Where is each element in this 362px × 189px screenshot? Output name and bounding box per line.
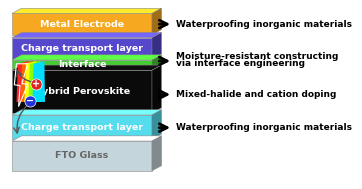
Polygon shape [152,136,161,171]
Text: via interface engineering: via interface engineering [176,59,305,68]
Polygon shape [32,61,45,102]
Polygon shape [28,61,41,102]
Polygon shape [12,65,161,70]
Polygon shape [152,8,161,35]
Polygon shape [12,115,152,139]
Polygon shape [12,110,161,115]
Text: +: + [32,79,40,89]
Text: −: − [26,96,34,106]
Polygon shape [12,8,161,13]
Text: Charge transport layer: Charge transport layer [21,44,143,53]
Text: Mixed-halide and cation doping: Mixed-halide and cation doping [176,90,336,99]
Polygon shape [20,61,33,102]
Polygon shape [12,13,152,35]
Text: FTO Glass: FTO Glass [55,151,109,160]
Polygon shape [12,60,152,69]
Text: Moisture-resistant constructing: Moisture-resistant constructing [176,52,338,61]
Polygon shape [12,70,152,113]
Text: Waterproofing inorganic materials: Waterproofing inorganic materials [176,20,352,29]
Text: Interface: Interface [58,60,106,69]
Polygon shape [152,55,161,69]
Polygon shape [16,61,29,102]
Polygon shape [24,61,37,102]
Polygon shape [12,38,152,59]
Polygon shape [12,55,161,60]
Text: Waterproofing inorganic materials: Waterproofing inorganic materials [176,123,352,132]
Polygon shape [152,110,161,139]
Polygon shape [12,141,152,171]
Polygon shape [12,33,161,38]
Text: Charge transport layer: Charge transport layer [21,123,143,132]
Polygon shape [12,136,161,141]
Text: Hybrid Perovskite: Hybrid Perovskite [34,87,130,96]
Text: Metal Electrode: Metal Electrode [40,20,124,29]
Polygon shape [152,65,161,113]
Polygon shape [152,33,161,59]
